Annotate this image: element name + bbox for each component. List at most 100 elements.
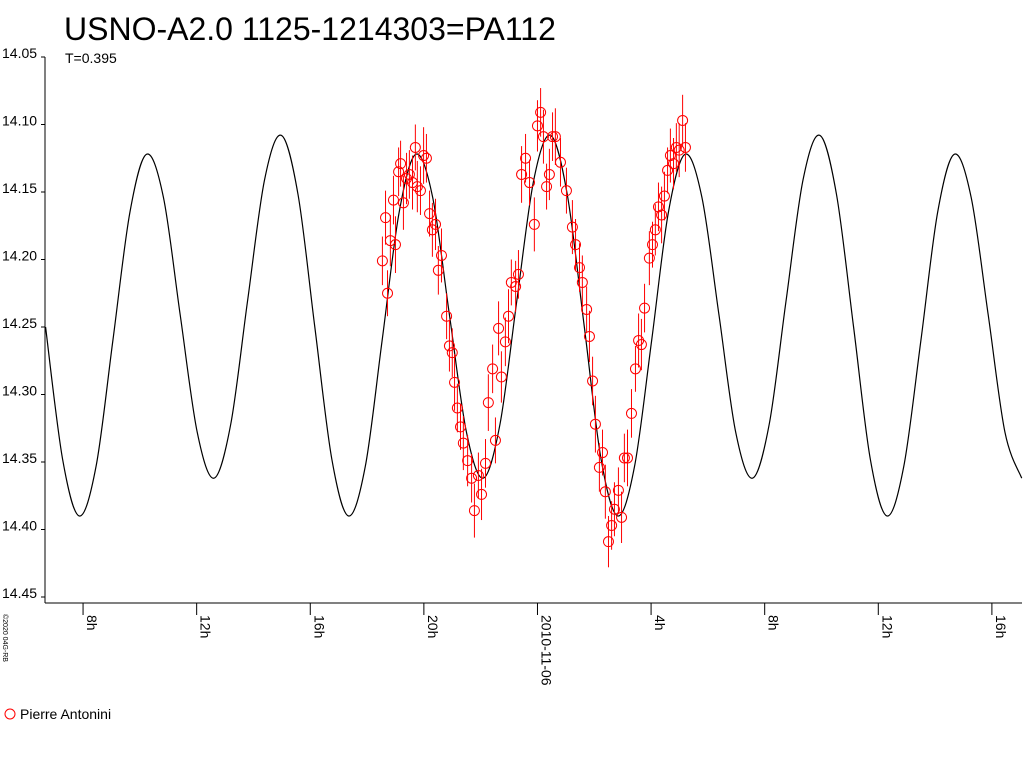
data-point (516, 168, 528, 180)
data-point (520, 152, 532, 164)
data-point (541, 181, 553, 193)
data-point (389, 239, 401, 251)
y-tick-label: 14.25 (2, 315, 37, 331)
data-point (593, 461, 605, 473)
data-point (670, 141, 682, 153)
x-tick-label: 12h (879, 615, 895, 638)
data-point (418, 150, 430, 162)
data-point (455, 421, 467, 433)
chart-title: USNO-A2.0 1125-1214303=PA112 (64, 11, 556, 47)
y-tick-label: 14.15 (2, 180, 37, 196)
data-point (673, 144, 685, 156)
y-tick-label: 14.45 (2, 585, 37, 601)
data-point (647, 239, 659, 251)
data-point (411, 181, 423, 193)
data-point (535, 106, 547, 118)
y-tick-label: 14.35 (2, 450, 37, 466)
data-point (449, 376, 461, 388)
data-point (403, 168, 415, 180)
data-point (430, 218, 442, 230)
data-point (480, 457, 492, 469)
data-point (503, 310, 515, 322)
data-point (668, 158, 680, 170)
y-tick-label: 14.30 (2, 383, 37, 399)
data-point (549, 131, 561, 143)
data-point (435, 249, 447, 261)
data-point (602, 536, 614, 548)
y-tick-label: 14.05 (2, 45, 37, 61)
data-point (643, 252, 655, 264)
data-point (495, 371, 507, 383)
data-point (587, 375, 599, 387)
data-point (618, 452, 630, 464)
data-point (443, 340, 455, 352)
data-point (662, 164, 674, 176)
y-tick-label: 14.40 (2, 518, 37, 534)
x-tick-label: 16h (311, 615, 327, 638)
data-point (537, 131, 549, 143)
data-point (629, 363, 641, 375)
data-point (482, 397, 494, 409)
data-point (608, 503, 620, 515)
data-point (570, 239, 582, 251)
data-point (426, 224, 438, 236)
data-point (468, 505, 480, 517)
data-point (420, 152, 432, 164)
data-point (664, 150, 676, 162)
data-point (395, 158, 407, 170)
data-point (382, 287, 394, 299)
model-curve (44, 134, 1023, 517)
data-point (652, 201, 664, 213)
y-tick-label: 14.10 (2, 113, 37, 129)
data-point (581, 303, 593, 315)
data-point (462, 455, 474, 467)
data-point (451, 402, 463, 414)
x-tick-label: 8h (766, 615, 782, 631)
data-point (393, 166, 405, 178)
data-point (493, 322, 505, 334)
data-point (625, 407, 637, 419)
data-point (512, 268, 524, 280)
data-point (432, 264, 444, 276)
data-point (489, 434, 501, 446)
data-point (574, 262, 586, 274)
x-tick-label: 2010-11-06 (538, 615, 554, 686)
data-point (376, 255, 388, 267)
x-tick-label: 4h (652, 615, 668, 631)
x-tick-label: 20h (425, 615, 441, 638)
data-point (583, 330, 595, 342)
data-point (476, 488, 488, 500)
data-point (656, 209, 668, 221)
y-tick-label: 14.20 (2, 248, 37, 264)
data-point (554, 156, 566, 168)
credit: ©2020 04G-RB (1, 614, 9, 662)
data-point (441, 310, 453, 322)
data-point (505, 276, 517, 288)
data-point (446, 347, 458, 359)
data-point (599, 486, 611, 498)
data-point (397, 197, 409, 209)
legend-label: Pierre Antonini (20, 706, 111, 722)
data-point (606, 519, 618, 531)
data-point (387, 194, 399, 206)
data-point (566, 221, 578, 233)
chart-subtitle: T=0.395 (65, 50, 117, 66)
data-point (677, 114, 689, 126)
data-point (589, 418, 601, 430)
data-point (543, 168, 555, 180)
data-point (457, 437, 469, 449)
data-point (612, 484, 624, 496)
data-point (560, 185, 572, 197)
data-point (487, 363, 499, 375)
x-tick-label: 12h (198, 615, 214, 638)
data-point (649, 224, 661, 236)
data-point (424, 208, 436, 220)
data-point (576, 276, 588, 288)
data-point (409, 141, 421, 153)
data-point (635, 339, 647, 351)
data-point (524, 177, 536, 189)
data-point (472, 470, 484, 481)
data-point (499, 336, 511, 348)
data-point (414, 185, 426, 197)
